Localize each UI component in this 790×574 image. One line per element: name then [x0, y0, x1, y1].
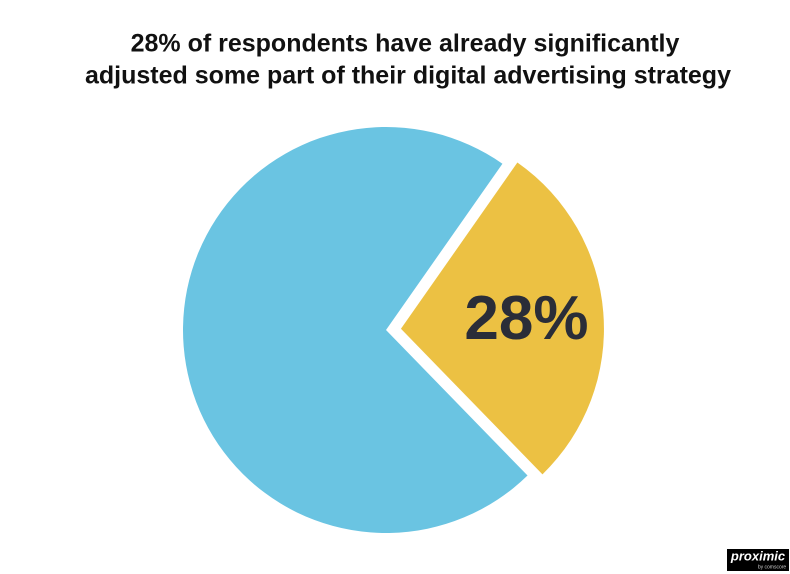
logo-subtext: by comscore	[758, 564, 787, 570]
pie-slice	[183, 127, 528, 533]
logo: proximic by comscore	[727, 548, 789, 571]
logo-text: proximic	[730, 548, 786, 563]
logo-box	[727, 549, 789, 571]
chart-title: adjusted some part of their digital adve…	[85, 62, 731, 90]
chart-title: 28% of respondents have already signific…	[131, 30, 680, 58]
data-label: 28%	[464, 284, 588, 353]
pie-slice	[400, 162, 604, 475]
